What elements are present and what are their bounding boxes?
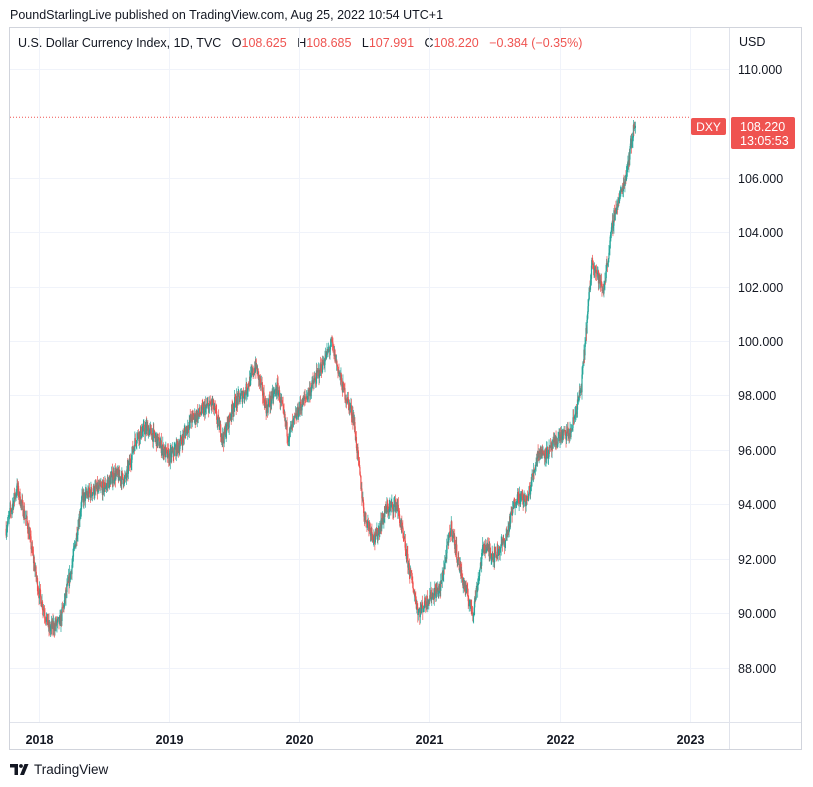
candle xyxy=(5,521,7,538)
candle xyxy=(6,516,9,533)
chart-frame[interactable] xyxy=(9,27,802,750)
currency-label[interactable]: USD xyxy=(739,35,766,49)
symbol-info[interactable]: U.S. Dollar Currency Index, 1D, TVC xyxy=(18,36,222,50)
high-label: H xyxy=(297,36,307,50)
candle xyxy=(6,521,8,537)
publisher-caption: PoundStarlingLive published on TradingVi… xyxy=(10,8,444,22)
low-value: 107.991 xyxy=(368,36,415,50)
ohlc-legend: U.S. Dollar Currency Index, 1D, TVC O108… xyxy=(18,36,582,50)
close-label: C xyxy=(424,36,434,50)
tradingview-logo[interactable]: TradingView xyxy=(10,762,108,777)
change-value: −0.384 (−0.35%) xyxy=(489,36,583,50)
open-value: 108.625 xyxy=(241,36,287,50)
tradingview-brand: TradingView xyxy=(34,762,109,777)
high-value: 108.685 xyxy=(306,36,352,50)
candle xyxy=(5,524,8,540)
tradingview-logo-icon xyxy=(10,763,29,775)
open-label: O xyxy=(231,36,242,50)
low-label: L xyxy=(361,36,369,50)
close-value: 108.220 xyxy=(433,36,479,50)
